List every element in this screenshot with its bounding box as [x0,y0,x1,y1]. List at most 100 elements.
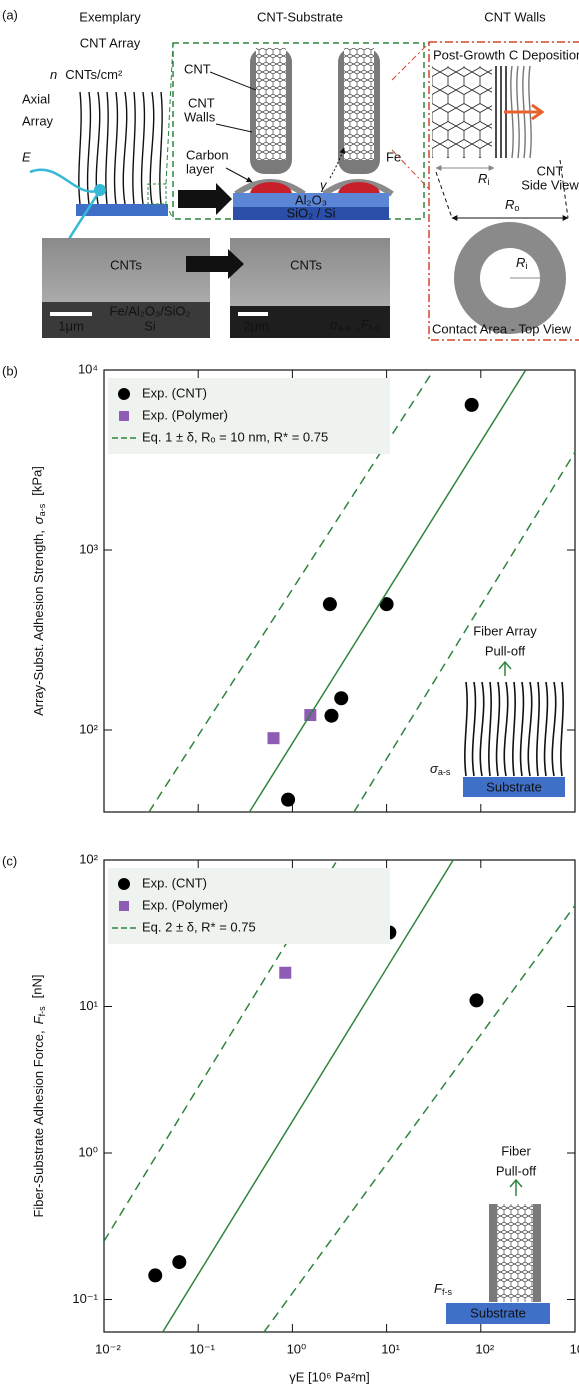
cnt-strand [512,681,516,777]
panel-label: (a) [2,7,18,22]
sem-symbol: σa-s [330,317,351,333]
layer-label: SiO₂ / Si [286,205,335,220]
y-tick-label: 10² [79,851,98,866]
data-point [172,1255,187,1270]
pull-label: Pull-off [191,255,232,270]
text-part: σ [330,317,339,332]
sem-substrate [230,306,390,338]
cnt-strand [140,91,146,205]
pull-arrow [509,1178,523,1196]
sem-label: CNTs [110,257,142,272]
zoom-box [147,183,167,205]
data-point [379,597,394,612]
legend-marker [118,878,130,890]
text-part: i [525,262,527,272]
text-part: f-s [369,324,380,334]
text-part: [nN] [30,974,45,998]
text-part: CNTs/cm² [65,67,123,82]
sem-label: CNTs [290,257,322,272]
pull-label: Pull-off [180,190,221,205]
cnt-strand [560,681,564,777]
substrate-label: Substrate [470,1305,526,1320]
plot-frame [103,369,576,813]
legend-marker [119,901,129,911]
text-part: R [516,255,525,270]
projection [435,159,569,219]
panel-label: (c) [2,853,17,868]
scale-bar [238,312,268,316]
data-point [324,708,339,723]
walls-title: CNT Walls [484,9,546,24]
substrate-block [463,777,565,797]
substrate-label: Substrate [486,779,542,794]
data-point [322,597,337,612]
modulus-dot [94,184,106,196]
gamma-label: γ [320,177,328,192]
y-tick-label: 10⁰ [78,1144,98,1159]
fe-label: Fe [386,149,401,164]
pull-arrow [186,249,244,279]
substrate-block [446,1303,550,1324]
legend-marker [119,411,129,421]
cnt-strand [488,681,492,777]
sem-label: Fe/Al₂O₃/SiO₂ [109,303,190,318]
text-part: a-s [338,324,351,334]
text-part: n [50,67,57,82]
array-title: CNT Array [80,35,141,50]
pointer [209,71,256,182]
walls-label: Walls [184,109,216,124]
side-view-label: Side View [521,177,579,192]
text-part: a-s [438,768,451,778]
text-part: Fiber-Substrate Adhesion Force, [31,1030,46,1217]
x-tick-label: 10⁻¹ [189,1341,215,1356]
carbon-label: layer [186,161,215,176]
plot-frame [103,859,576,1333]
data-point [279,966,292,979]
zoom-frame [428,41,579,341]
cnt-strand [503,681,509,777]
x-tick-label: 10¹ [381,1341,400,1356]
sem-symbol: , [356,317,360,332]
x-tick-label: 10³ [570,1341,579,1356]
y-tick-label: 10⁻¹ [72,1291,98,1306]
data-point [464,397,479,412]
carbon-label: Carbon [186,147,229,162]
inset-caption: Pull-off [485,643,526,658]
legend-label: Exp. (CNT) [142,385,207,400]
axial-label: Array [22,113,54,128]
substrate-title: CNT-Substrate [257,9,343,24]
legend-label: Exp. (Polymer) [142,897,228,912]
zoom-line [391,41,431,191]
cnt-strand [519,681,525,777]
data-point [334,691,349,706]
cnt-strand [132,91,136,205]
pull-arrow [178,183,232,215]
cnt-label: CNT [184,61,211,76]
data-point [281,792,296,807]
text-part: σ [31,515,46,524]
side-view-label: CNT [537,163,564,178]
text-part: R [478,171,487,186]
data-point [469,993,484,1008]
cnt-strand [464,681,468,777]
zoom-line [165,42,174,220]
cnt-strand [78,91,82,205]
cnt-strand [149,91,155,205]
y-tick-label: 10⁴ [78,361,98,376]
text-part: σ [430,761,439,776]
legend-label: Exp. (Polymer) [142,407,228,422]
fit-line [353,451,575,812]
al2o3-layer [233,193,389,207]
legend-label: Exp. (CNT) [142,875,207,890]
x-tick-label: 10⁻² [95,1341,121,1356]
legend-box [108,868,390,944]
fit-line [162,860,454,1332]
text-part: R [505,197,514,212]
ri-label: Ri [478,171,489,187]
substrate-block [76,204,168,216]
cnt-strand [479,681,485,777]
cnt-strand [122,91,128,205]
legend-label: Eq. 1 ± δ, Rₒ = 10 nm, R* = 0.75 [142,429,328,444]
legend-box [108,378,390,454]
